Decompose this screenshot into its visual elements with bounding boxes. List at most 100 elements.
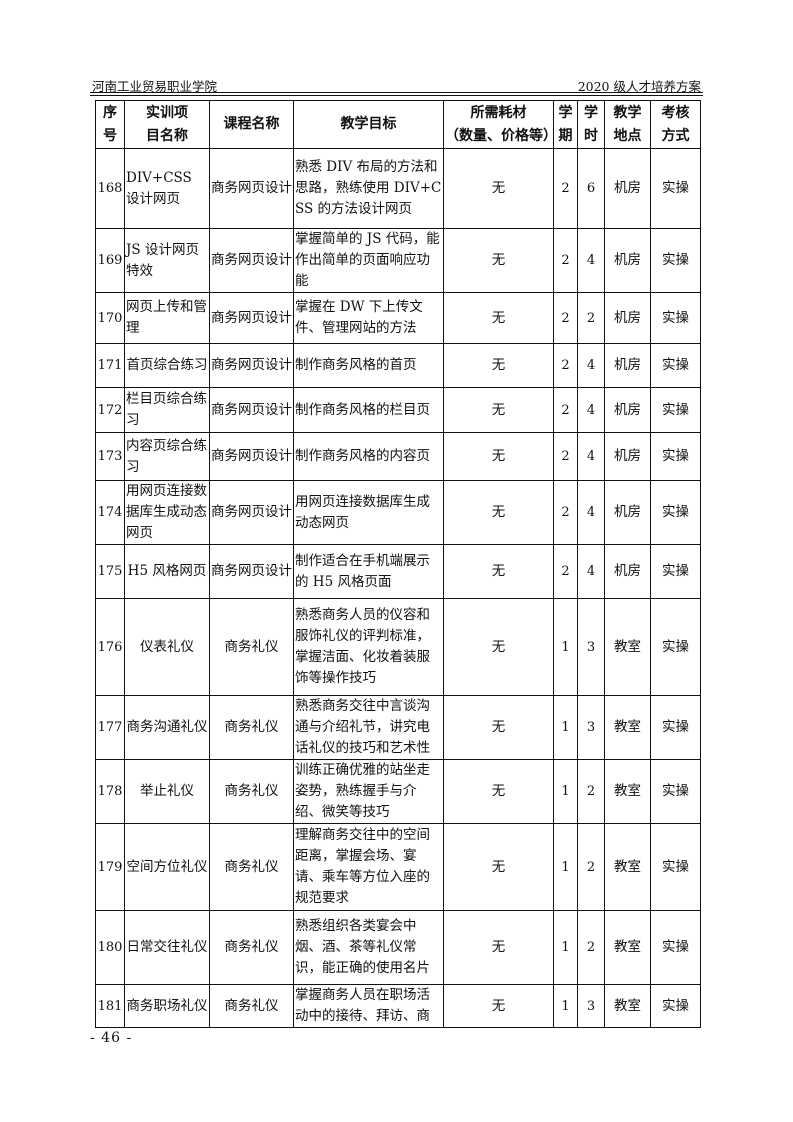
table-row: 171 首页综合练习 商务网页设计 制作商务风格的首页无 2 4 机房 实操 [95,343,701,388]
table-row: 169 JS 设计网页特效 商务网页设计 掌握简单的 JS 代码，能作出简单的页面响应… [95,228,701,293]
cell-col-course: 商务网页设计 [209,480,294,545]
cell-col-course: 商务网页设计 [209,148,294,229]
cell-col-number: 170 [95,292,125,344]
cell-col-project: 网页上传和管理 [124,292,210,344]
cell-col-place: 机房 [604,432,651,481]
cell-col-number: 177 [95,695,125,760]
cell-col-place: 机房 [604,292,651,344]
header-document-title: 2020 级人才培养方案 [577,79,701,94]
cell-col-project: 日常交往礼仪 [124,910,210,985]
cell-col-project: 用网页连接数据库生成动态网页 [124,480,210,545]
cell-col-place: 教室 [604,695,651,760]
table-row: 172 栏目页综合练习 商务网页设计 制作商务风格的栏目页无 2 4 机房 实操 [95,387,701,433]
header-col-project: 实训项 目名称 [124,100,210,149]
cell-col-term: 2 [553,432,578,481]
cell-col-course: 商务网页设计 [209,228,294,293]
cell-col-goal: 制作商务风格的首页 [293,343,444,388]
cell-col-hours: 3 [577,695,605,760]
cell-col-assessment: 实操 [650,598,701,696]
cell-col-project: DIV+CSS 设计网页 [124,148,210,229]
cell-col-materials: 无 [443,984,554,1028]
cell-col-number: 168 [95,148,125,229]
cell-col-project: 仪表礼仪 [124,598,210,696]
header-col-number: 序号 [95,100,125,149]
cell-col-materials: 无 [443,343,554,388]
cell-col-assessment: 实操 [650,432,701,481]
header-col-term: 学期 [553,100,578,149]
cell-col-place: 机房 [604,387,651,433]
cell-col-materials: 无 [443,432,554,481]
cell-col-course: 商务礼仪 [209,823,294,911]
header-col-place: 教学 地点 [604,100,651,149]
cell-col-goal: 熟悉 DIV 布局的方法和思路，熟练使用 DIV+CSS 的方法设计网页 [293,148,444,229]
cell-col-course: 商务礼仪 [209,984,294,1028]
cell-col-number: 172 [95,387,125,433]
cell-col-term: 1 [553,984,578,1028]
table-row: 181 商务职场礼仪 商务礼仪 掌握商务人员在职场活动中的接待、拜访、商无 1 3 教室 实操 [95,984,701,1028]
cell-col-goal: 掌握简单的 JS 代码，能作出简单的页面响应功能 [293,228,444,293]
cell-col-term: 2 [553,387,578,433]
cell-col-number: 173 [95,432,125,481]
table-row: 177 商务沟通礼仪 商务礼仪 熟悉商务交往中言谈沟通与介绍礼节，讲究电话礼仪的技巧和… [95,695,701,760]
cell-col-course: 商务网页设计 [209,432,294,481]
cell-col-number: 174 [95,480,125,545]
table-row: 180 日常交往礼仪 商务礼仪 熟悉组织各类宴会中烟、酒、茶等礼仪常识，能正确的使用名… [95,910,701,985]
cell-col-term: 2 [553,148,578,229]
table-row: 168 DIV+CSS 设计网页 商务网页设计 熟悉 DIV 布局的方法和思路，熟练使… [95,148,701,229]
cell-col-number: 176 [95,598,125,696]
cell-col-materials: 无 [443,480,554,545]
cell-col-place: 教室 [604,759,651,824]
cell-col-assessment: 实操 [650,480,701,545]
table-row: 175 H5 风格网页 商务网页设计 制作适合在手机端展示的 H5 风格页面无 2 4 机房… [95,544,701,599]
table-row: 170 网页上传和管理 商务网页设计 掌握在 DW 下上传文件、管理网站的方法无 2 2 机… [95,292,701,344]
cell-col-project: 商务沟通礼仪 [124,695,210,760]
cell-col-materials: 无 [443,759,554,824]
cell-col-goal: 掌握在 DW 下上传文件、管理网站的方法 [293,292,444,344]
table-row: 178 举止礼仪 商务礼仪 训练正确优雅的站坐走姿势，熟练握手与介绍、微笑等技巧无 1 2… [95,759,701,824]
cell-col-assessment: 实操 [650,695,701,760]
table-header-row: 序号实训项 目名称 课程名称 教学目标 所需耗材 （数量、价格等）学期学时教学 地点 考核 方式 [95,100,701,149]
cell-col-materials: 无 [443,148,554,229]
cell-col-project: H5 风格网页 [124,544,210,599]
cell-col-goal: 用网页连接数据库生成动态网页 [293,480,444,545]
cell-col-term: 1 [553,695,578,760]
cell-col-place: 教室 [604,910,651,985]
cell-col-course: 商务礼仪 [209,759,294,824]
cell-col-place: 教室 [604,984,651,1028]
table-row: 173 内容页综合练习 商务网页设计 制作商务风格的内容页无 2 4 机房 实操 [95,432,701,481]
header-col-hours: 学时 [577,100,605,149]
cell-col-place: 机房 [604,480,651,545]
cell-col-hours: 4 [577,480,605,545]
cell-col-goal: 熟悉商务交往中言谈沟通与介绍礼节，讲究电话礼仪的技巧和艺术性 [293,695,444,760]
cell-col-term: 2 [553,228,578,293]
table-row: 174 用网页连接数据库生成动态网页 商务网页设计 用网页连接数据库生成动态网页无 2 4… [95,480,701,545]
cell-col-assessment: 实操 [650,984,701,1028]
cell-col-hours: 2 [577,910,605,985]
cell-col-place: 机房 [604,148,651,229]
cell-col-number: 181 [95,984,125,1028]
cell-col-goal: 制作商务风格的内容页 [293,432,444,481]
cell-col-assessment: 实操 [650,759,701,824]
header-rule-thin [90,95,703,96]
cell-col-number: 175 [95,544,125,599]
header-col-assessment: 考核 方式 [650,100,701,149]
cell-col-hours: 2 [577,759,605,824]
cell-col-project: 首页综合练习 [124,343,210,388]
cell-col-hours: 2 [577,292,605,344]
cell-col-place: 教室 [604,598,651,696]
cell-col-assessment: 实操 [650,148,701,229]
cell-col-place: 机房 [604,343,651,388]
cell-col-goal: 制作商务风格的栏目页 [293,387,444,433]
cell-col-place: 机房 [604,228,651,293]
cell-col-course: 商务礼仪 [209,695,294,760]
cell-col-materials: 无 [443,228,554,293]
cell-col-assessment: 实操 [650,910,701,985]
cell-col-assessment: 实操 [650,343,701,388]
cell-col-goal: 训练正确优雅的站坐走姿势，熟练握手与介绍、微笑等技巧 [293,759,444,824]
cell-col-goal: 熟悉组织各类宴会中烟、酒、茶等礼仪常识，能正确的使用名片 [293,910,444,985]
cell-col-course: 商务礼仪 [209,910,294,985]
cell-col-term: 2 [553,343,578,388]
cell-col-goal: 熟悉商务人员的仪容和服饰礼仪的评判标准，掌握洁面、化妆着装服饰等操作技巧 [293,598,444,696]
cell-col-number: 171 [95,343,125,388]
cell-col-number: 178 [95,759,125,824]
